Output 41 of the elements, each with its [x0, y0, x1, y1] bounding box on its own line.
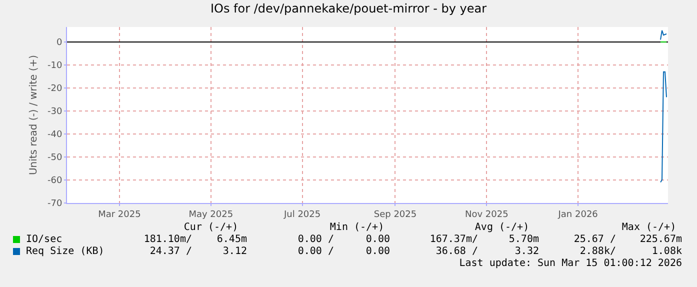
x-tick-label: Jul 2025 [282, 210, 321, 220]
text: 0.00 / [298, 234, 334, 246]
y-axis-title: Units read (-) / write (+) [28, 54, 40, 176]
text: 181.10m/ [144, 234, 192, 246]
legend-label: IO/sec [26, 234, 62, 246]
text: 0.00 / [298, 246, 334, 258]
chart-title: IOs for /dev/pannekake/pouet-mirror - by year [210, 2, 487, 16]
x-tick-label: May 2025 [188, 210, 234, 220]
x-tick-label: Sep 2025 [374, 210, 417, 220]
text: 5.70m [508, 234, 539, 246]
y-tick-label: -50 [47, 153, 62, 164]
text: Cur (-/+) [184, 222, 238, 234]
text: 3.32 [514, 246, 539, 258]
y-tick-label: -60 [47, 176, 62, 186]
line-series [660, 71, 667, 183]
text: 1.08k [652, 246, 682, 258]
text: Max (-/+) [622, 222, 676, 234]
text: 167.37m/ [430, 234, 478, 246]
line-series [660, 30, 667, 40]
text: Last update: Sun Mar 15 01:00:12 2026 [459, 258, 682, 270]
x-tick-label: Nov 2025 [464, 210, 508, 220]
text: 6.45m [216, 234, 247, 246]
y-tick-label: -30 [47, 107, 62, 118]
text: 2.88k/ [580, 246, 616, 258]
legend-label: Req Size (KB) [26, 246, 104, 258]
text: 0.00 [366, 234, 390, 246]
text: 225.67m [640, 234, 682, 246]
text: Min (-/+) [330, 222, 384, 234]
y-tick-label: 0 [56, 38, 62, 48]
text: 3.12 [222, 246, 247, 258]
y-tick-label: -70 [47, 199, 62, 210]
text: 24.37 / [150, 246, 192, 258]
x-tick-label: Mar 2025 [98, 210, 141, 220]
y-tick-label: -40 [47, 130, 62, 140]
text: 36.68 / [436, 246, 478, 258]
text: Avg (-/+) [474, 222, 530, 234]
y-tick-label: -10 [47, 61, 62, 72]
y-tick-label: -20 [47, 84, 62, 94]
text: 25.67 / [574, 234, 616, 246]
x-tick-label: Jan 2026 [557, 210, 598, 220]
text: 0.00 [366, 246, 390, 258]
